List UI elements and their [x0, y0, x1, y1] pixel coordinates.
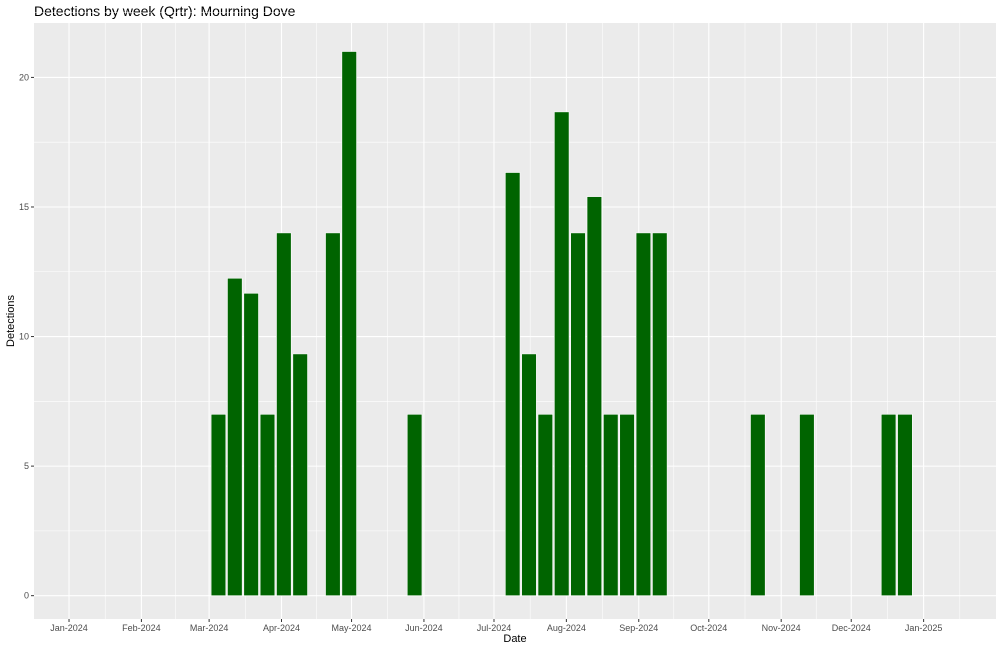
- y-axis: 0 5 10 15 20: [19, 72, 34, 601]
- bar: [799, 413, 815, 596]
- bar: [325, 232, 341, 596]
- bar: [652, 232, 668, 596]
- x-tick-label: Jun-2024: [405, 623, 443, 633]
- x-tick-label: Jan-2025: [905, 623, 943, 633]
- x-tick-label: Aug-2024: [547, 623, 586, 633]
- bar: [897, 413, 913, 596]
- bar: [570, 232, 586, 596]
- x-tick-label: Jan-2024: [50, 623, 88, 633]
- y-tick-label: 15: [19, 202, 29, 212]
- x-axis-title: Date: [503, 633, 526, 645]
- x-axis: Jan-2024 Feb-2024 Mar-2024 Apr-2024 May-2024…: [50, 619, 942, 633]
- x-tick-label: Sep-2024: [619, 623, 658, 633]
- y-axis-title: Detections: [5, 295, 17, 347]
- bar: [750, 413, 766, 596]
- bar: [635, 232, 652, 596]
- bar-series: [210, 51, 913, 596]
- x-tick-label: Mar-2024: [190, 623, 229, 633]
- x-tick-label: Nov-2024: [762, 623, 801, 633]
- bar: [537, 413, 554, 596]
- bar: [406, 413, 423, 596]
- bar: [210, 413, 227, 596]
- x-tick-label: May-2024: [332, 623, 372, 633]
- x-tick-label: Oct-2024: [690, 623, 727, 633]
- y-tick-label: 10: [19, 332, 29, 342]
- bar: [554, 111, 570, 596]
- bar: [603, 413, 619, 596]
- bar: [243, 292, 259, 596]
- y-tick-label: 5: [24, 461, 29, 471]
- bar: [259, 413, 276, 596]
- bar: [292, 353, 308, 596]
- x-tick-label: Feb-2024: [122, 623, 161, 633]
- bar: [880, 413, 897, 596]
- y-tick-label: 20: [19, 72, 29, 82]
- x-tick-label: Dec-2024: [832, 623, 871, 633]
- y-tick-label: 0: [24, 591, 29, 601]
- bar: [586, 196, 603, 596]
- bar: [505, 172, 521, 596]
- bar: [521, 353, 537, 596]
- bar: [227, 277, 243, 596]
- bar: [341, 51, 357, 596]
- bar: [276, 232, 292, 596]
- bar: [619, 413, 635, 596]
- chart-title: Detections by week (Qrtr): Mourning Dove: [34, 3, 296, 19]
- x-tick-label: Apr-2024: [263, 623, 300, 633]
- x-tick-label: Jul-2024: [477, 623, 512, 633]
